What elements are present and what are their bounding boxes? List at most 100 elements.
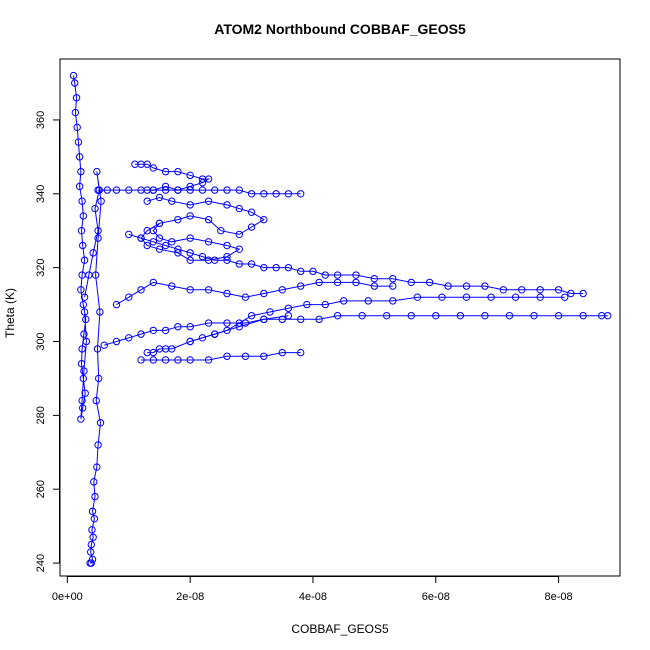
data-point [73,123,81,132]
data-point [186,249,194,257]
data-point [284,311,293,320]
data-point [168,238,176,246]
data-point [72,94,81,102]
series-group [186,293,569,346]
data-point [235,204,243,213]
data-point [241,352,250,360]
data-point [125,186,133,194]
data-point [284,304,293,312]
y-tick-label: 340 [35,185,47,203]
data-point [186,212,194,220]
data-point [511,293,520,301]
data-point [370,282,379,290]
data-point [77,227,86,235]
data-point [223,289,231,298]
data-point [223,252,231,261]
series-group [69,71,91,423]
data-point [186,256,194,264]
data-point [198,252,207,261]
data-point [481,282,489,290]
y-tick-label: 260 [35,480,47,498]
data-point [82,315,90,324]
data-point [303,300,311,309]
data-point [112,186,121,194]
data-point [321,300,329,309]
data-point [284,263,293,272]
data-point [462,282,471,290]
data-point [223,186,231,194]
data-point [79,241,87,250]
data-point [309,267,317,276]
data-point [77,415,85,423]
data-point [487,293,495,301]
data-point [96,419,105,427]
data-point [93,463,101,471]
data-point [223,241,231,250]
data-point [93,345,102,353]
data-point [174,356,182,364]
data-point [278,286,286,294]
data-point [260,190,268,198]
series-line [116,281,393,306]
data-point [79,374,88,383]
data-point [389,275,397,283]
data-point [284,190,293,198]
data-point [235,245,243,253]
data-point [579,289,587,298]
data-point [86,559,94,567]
data-point [87,540,96,549]
data-point [223,256,231,264]
data-point [370,275,379,283]
data-point [74,138,83,146]
series-group [143,311,293,357]
data-point [161,167,170,176]
data-point [223,352,231,360]
data-point [247,190,256,198]
data-point [505,311,514,320]
data-point [75,182,84,191]
data-point [88,526,96,534]
data-point [260,352,268,360]
data-point [297,282,305,290]
data-point [247,223,256,231]
data-point [77,286,85,294]
data-point [186,171,194,180]
data-point [211,256,219,264]
series-group [112,278,397,309]
data-point [87,548,95,556]
data-point [235,186,243,194]
data-point [143,197,151,205]
data-point [204,238,213,246]
data-point [247,260,256,268]
data-point [297,348,305,357]
data-point [186,234,194,242]
x-tick-label: 0e+00 [52,591,83,603]
data-point [71,108,80,117]
y-tick-label: 280 [35,406,47,424]
data-point [89,249,97,257]
data-point [333,311,342,320]
data-point [339,297,348,305]
data-point [174,186,182,194]
data-point [297,267,305,276]
data-point [137,234,145,242]
data-point [137,286,145,294]
data-point [77,359,86,368]
data-point [79,404,87,412]
data-point [186,356,194,364]
data-point [260,215,268,224]
data-point [481,311,489,320]
chart-title: ATOM2 Northbound COBBAF_GEOS5 [214,21,466,37]
x-tick-label: 8e-08 [545,591,573,603]
data-point [168,197,176,205]
series-group [137,348,305,364]
data-point [125,293,133,301]
data-point [161,186,170,194]
data-series [69,71,612,567]
data-point [137,356,145,364]
data-point [100,341,108,349]
data-point [235,323,243,331]
data-point [204,175,213,183]
data-point [198,179,207,187]
